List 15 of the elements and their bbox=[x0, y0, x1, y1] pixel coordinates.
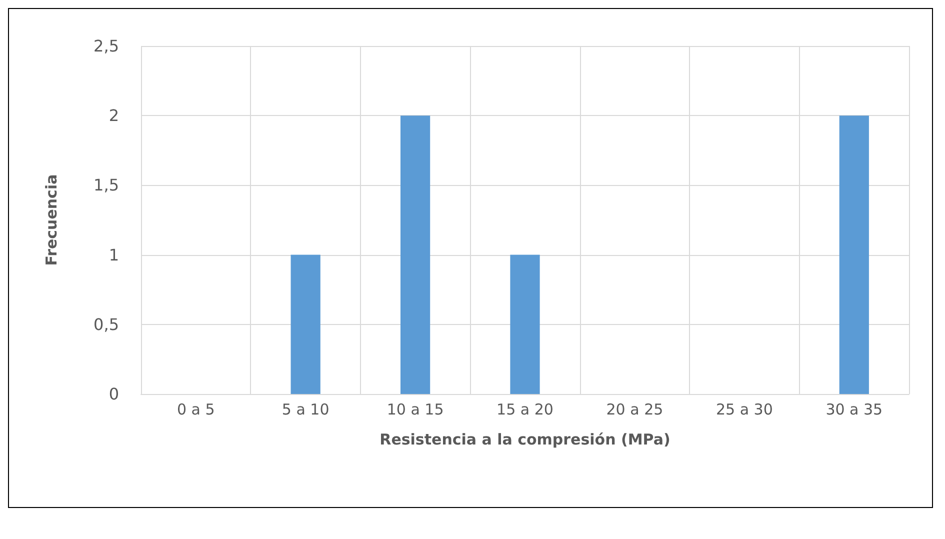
x-tick-label: 20 a 25 bbox=[606, 400, 664, 418]
y-tick-label: 1 bbox=[108, 245, 119, 264]
x-tick-label: 10 a 15 bbox=[386, 400, 444, 418]
y-tick-label: 2,5 bbox=[94, 36, 119, 56]
x-tick-label: 30 a 35 bbox=[826, 400, 883, 418]
x-tick-label: 15 a 20 bbox=[496, 400, 554, 418]
x-tick-label: 25 a 30 bbox=[716, 400, 773, 418]
x-axis-title: Resistencia a la compresión (MPa) bbox=[380, 430, 670, 448]
y-tick-label: 2 bbox=[108, 106, 119, 126]
y-axis-title: Frecuencia bbox=[42, 174, 60, 266]
x-tick-label: 0 a 5 bbox=[176, 400, 215, 418]
y-tick-label: 0 bbox=[108, 384, 119, 404]
x-tick-label: 5 a 10 bbox=[282, 400, 330, 418]
y-tick-label: 1,5 bbox=[94, 176, 119, 195]
y-tick-label: 0,5 bbox=[94, 314, 119, 334]
